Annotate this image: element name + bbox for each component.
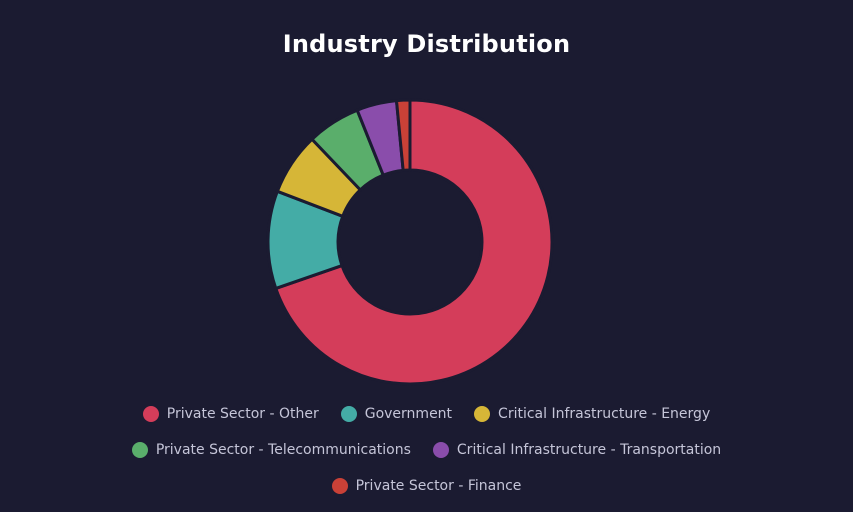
- legend-swatch: [432, 442, 449, 458]
- legend-item-private-sector-other[interactable]: Private Sector - Other: [142, 406, 319, 422]
- chart-title: Industry Distribution: [282, 30, 571, 58]
- legend-item-critical-infrastructure-energy[interactable]: Critical Infrastructure - Energy: [474, 406, 710, 422]
- legend-item-government[interactable]: Government: [340, 406, 453, 422]
- legend-row-1: Private Sector - Other Government Critic…: [0, 406, 853, 422]
- legend-item-private-sector-finance[interactable]: Private Sector - Finance: [331, 478, 522, 494]
- legend-item-private-sector-telecommunications[interactable]: Private Sector - Telecommunications: [131, 442, 411, 458]
- legend-label: Private Sector - Finance: [355, 478, 522, 494]
- legend-row-3: Private Sector - Finance: [0, 478, 853, 494]
- legend-label: Critical Infrastructure - Energy: [498, 406, 711, 422]
- legend-swatch: [474, 406, 491, 422]
- legend-label: Private Sector - Other: [166, 406, 319, 422]
- donut-slice-private-sector-other[interactable]: [274, 98, 554, 386]
- legend-swatch: [142, 406, 159, 422]
- legend-label: Private Sector - Telecommunications: [155, 442, 411, 458]
- legend-label: Critical Infrastructure - Transportation: [456, 442, 722, 458]
- legend-swatch: [331, 478, 348, 494]
- legend-row-2: Private Sector - Telecommunications Crit…: [0, 442, 853, 458]
- legend-swatch: [131, 442, 148, 458]
- legend-swatch: [340, 406, 357, 422]
- legend-label: Government: [364, 406, 453, 422]
- donut-slice-private-sector-finance[interactable]: [395, 98, 412, 172]
- legend-item-critical-infrastructure-transportation[interactable]: Critical Infrastructure - Transportation: [432, 442, 722, 458]
